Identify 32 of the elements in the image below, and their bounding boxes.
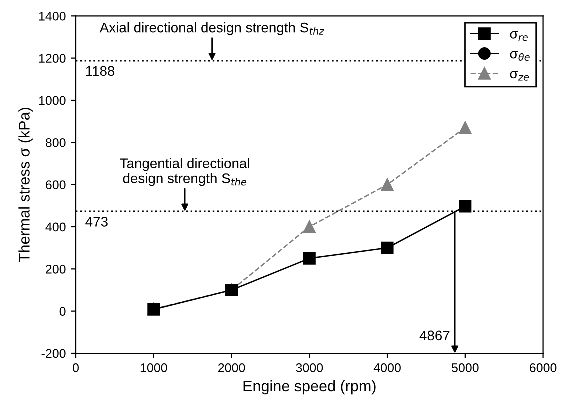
point	[381, 178, 394, 192]
y-axis-title: Thermal stress σ (kPa)	[18, 108, 33, 262]
x-tick-label: 6000	[530, 364, 557, 372]
annotation: 4867	[420, 330, 450, 341]
y-tick-label: 1000	[39, 96, 66, 106]
ref-line-label: 1188	[86, 66, 115, 76]
y-tick-label: -200	[42, 349, 66, 358]
y-tick-label: 600	[46, 180, 66, 190]
legend-label: σ$_{re}$	[510, 31, 528, 42]
point	[459, 122, 472, 134]
x-tick-label: 1000	[140, 364, 168, 372]
x-tick-label: 5000	[452, 364, 479, 372]
x-tick-label: 2000	[218, 364, 246, 372]
y-tick-label: 400	[46, 222, 66, 232]
x-tick-label: 4000	[374, 364, 401, 372]
y-tick-label: 1200	[39, 54, 66, 63]
y-tick-label: 0	[60, 307, 66, 316]
annotation: Tangential directional design strength S$_{the}$	[120, 158, 250, 186]
y-tick-label: 1400	[39, 12, 66, 21]
point	[459, 200, 472, 213]
x-tick-label: 3000	[296, 364, 324, 372]
x-tick-label: 0	[73, 364, 79, 372]
point	[303, 220, 316, 234]
y-tick-label: 800	[46, 138, 66, 148]
point	[303, 252, 316, 265]
y-tick-label: 200	[46, 264, 66, 274]
x-axis-title: Engine speed (rpm)	[244, 380, 376, 395]
annotation: Axial directional design strength S$_{thz}$	[100, 22, 324, 36]
legend-label: σ$_{θe}$	[510, 51, 530, 62]
ref-line-label: 473	[86, 217, 108, 227]
legend-label: σ$_{ze}$	[510, 71, 530, 81]
point	[381, 242, 394, 254]
